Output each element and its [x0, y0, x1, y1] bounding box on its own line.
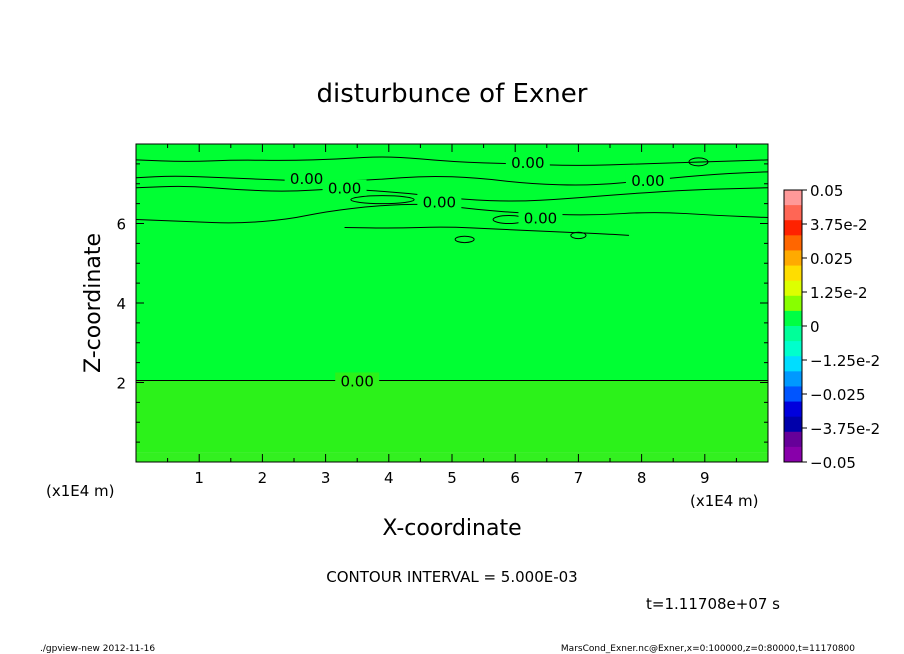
contour-line-1: [135, 171, 769, 186]
contour-label-bg-4: [625, 171, 670, 188]
contour-blob-4: [350, 195, 415, 205]
contour-label-2: 0.00: [290, 170, 323, 188]
y-unit-label: (x1E4 m): [46, 482, 115, 500]
contour-blob-2: [570, 231, 587, 240]
colorbar-swatch: [784, 235, 802, 251]
colorbar-swatch: [784, 310, 802, 327]
x-axis-label: X-coordinate: [382, 516, 521, 541]
colorbar-swatch: [784, 205, 802, 221]
footer-left: ./gpview-new 2012-11-16: [40, 644, 155, 654]
y-axis-label: Z-coordinate: [81, 233, 106, 373]
plot-area: 0.00 0.00 0.00 0.00 0.00 0.00 0.00 1 2 3 4 5 6 7 8 9 2 4…: [116, 143, 769, 487]
colorbar-swatch: [784, 431, 802, 448]
footer-right: MarsCond_Exner.nc@Exner,x=0:100000,z=0:8…: [561, 644, 855, 654]
colorbar-swatch: [784, 250, 802, 267]
contour-label-bg-1: [505, 153, 550, 170]
x-tick-label: 6: [510, 469, 520, 487]
x-tick-label: 5: [447, 469, 457, 487]
contour-label-bg-3: [322, 179, 367, 196]
contour-label-bg-6: [518, 209, 563, 226]
x-tick-label: 4: [384, 469, 394, 487]
time-text: t=1.11708e+07 s: [646, 595, 780, 613]
contour-label-0: 0.00: [340, 373, 373, 391]
contour-label-1: 0.00: [511, 154, 544, 172]
colorbar-label: 0: [810, 318, 820, 336]
colorbar-swatch: [784, 326, 802, 342]
colorbar-label: 0.05: [810, 182, 843, 200]
colorbar-swatch: [784, 371, 802, 387]
x-tick-label: 1: [194, 469, 204, 487]
y-tick-label: 6: [116, 216, 126, 234]
colorbar-swatch: [784, 356, 802, 372]
field-band-1: [136, 380, 768, 453]
colorbar-swatch: [784, 401, 802, 418]
contour-label-bg-0: [335, 372, 380, 389]
x-tick-label: 7: [574, 469, 584, 487]
y-tick-label: 2: [116, 375, 126, 393]
contour-label-4: 0.00: [631, 172, 664, 190]
contour-labels: 0.00 0.00 0.00 0.00 0.00 0.00 0.00: [284, 153, 670, 391]
field-band-2: [136, 144, 768, 381]
x-tick-label: 9: [700, 469, 710, 487]
contour-blob-1: [688, 157, 709, 167]
colorbar: 0.05 3.75e-2 0.025 1.25e-2 0 −1.25e-2 −0.025 −3…: [783, 182, 880, 472]
colorbar-swatch: [784, 220, 802, 236]
contour-interval-text: CONTOUR INTERVAL = 5.000E-03: [326, 568, 577, 586]
contour-blob-3: [454, 235, 475, 244]
axis-ticks: 1 2 3 4 5 6 7 8 9 2 4 6: [116, 143, 769, 487]
contour-line-0: [135, 156, 769, 166]
colorbar-label: −0.025: [810, 386, 866, 404]
contour-label-bg-2: [284, 169, 329, 186]
x-tick-label: 8: [637, 469, 647, 487]
contour-label-5: 0.00: [423, 194, 456, 212]
colorbar-swatch: [784, 280, 802, 297]
contour-label-6: 0.00: [524, 210, 557, 228]
x-unit-label: (x1E4 m): [690, 492, 759, 510]
x-tick-label: 3: [321, 469, 331, 487]
colorbar-swatch: [784, 446, 802, 463]
y-tick-label: 4: [116, 295, 126, 313]
colorbar-label: −3.75e-2: [810, 420, 880, 438]
colorbar-swatch: [784, 295, 802, 312]
colorbar-label: 1.25e-2: [810, 284, 868, 302]
colorbar-swatch: [784, 190, 802, 206]
colorbar-label: −0.05: [810, 454, 856, 472]
colorbar-swatch: [784, 386, 802, 403]
colorbar-label: 0.025: [810, 250, 853, 268]
colorbar-swatch: [784, 341, 802, 357]
contour-lines: [135, 156, 769, 382]
colorbar-label: −1.25e-2: [810, 352, 880, 370]
colorbar-swatch: [784, 265, 802, 282]
colorbar-label: 3.75e-2: [810, 216, 868, 234]
colorbar-swatch: [784, 416, 802, 433]
chart-title: disturbunce of Exner: [317, 79, 588, 109]
field-layer: [136, 144, 768, 462]
contour-line-4: [344, 226, 630, 236]
contour-label-bg-5: [417, 193, 462, 210]
contour-label-3: 0.00: [328, 180, 361, 198]
x-tick-label: 2: [258, 469, 268, 487]
